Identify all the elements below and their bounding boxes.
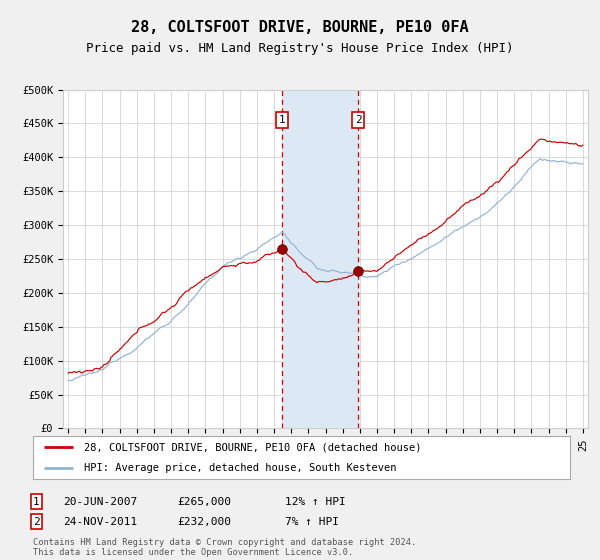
Text: 28, COLTSFOOT DRIVE, BOURNE, PE10 0FA (detached house): 28, COLTSFOOT DRIVE, BOURNE, PE10 0FA (d…	[84, 442, 422, 452]
Text: 1: 1	[279, 115, 286, 125]
Text: 20-JUN-2007: 20-JUN-2007	[63, 497, 137, 507]
Text: Price paid vs. HM Land Registry's House Price Index (HPI): Price paid vs. HM Land Registry's House …	[86, 42, 514, 55]
Text: HPI: Average price, detached house, South Kesteven: HPI: Average price, detached house, Sout…	[84, 463, 397, 473]
Text: 28, COLTSFOOT DRIVE, BOURNE, PE10 0FA: 28, COLTSFOOT DRIVE, BOURNE, PE10 0FA	[131, 20, 469, 35]
Text: 7% ↑ HPI: 7% ↑ HPI	[285, 517, 339, 527]
Text: 2: 2	[33, 517, 40, 527]
Text: 12% ↑ HPI: 12% ↑ HPI	[285, 497, 346, 507]
Bar	[282, 90, 358, 428]
Text: 2: 2	[355, 115, 361, 125]
Text: £265,000: £265,000	[177, 497, 231, 507]
Text: Contains HM Land Registry data © Crown copyright and database right 2024.
This d: Contains HM Land Registry data © Crown c…	[33, 538, 416, 557]
Text: 1: 1	[33, 497, 40, 507]
Text: £232,000: £232,000	[177, 517, 231, 527]
Text: 24-NOV-2011: 24-NOV-2011	[63, 517, 137, 527]
